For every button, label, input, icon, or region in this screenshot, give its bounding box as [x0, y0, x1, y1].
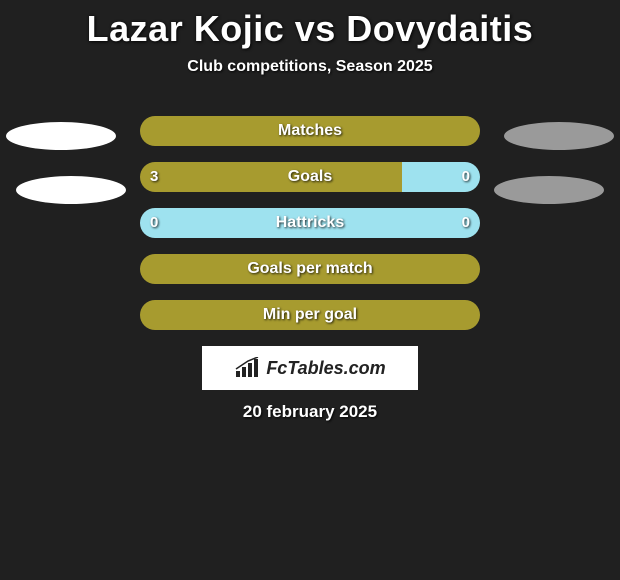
bar-track	[140, 300, 480, 330]
page-title: Lazar Kojic vs Dovydaitis	[0, 0, 620, 50]
bar-track	[140, 162, 480, 192]
stat-value-left: 0	[150, 208, 158, 238]
player-right-ellipse-2	[494, 176, 604, 204]
bar-track	[140, 208, 480, 238]
bar-left	[140, 254, 480, 284]
brand-logo: FcTables.com	[202, 346, 418, 390]
bar-left	[140, 162, 402, 192]
bar-left	[140, 300, 480, 330]
bar-left	[140, 208, 310, 238]
player-right-ellipse-1	[504, 122, 614, 150]
page-subtitle: Club competitions, Season 2025	[0, 50, 620, 76]
player-left-ellipse-1	[6, 122, 116, 150]
bar-left	[140, 116, 480, 146]
comparison-chart: Matches 3 0 Goals 0 0 Hattricks Goals pe…	[0, 116, 620, 330]
bar-track	[140, 254, 480, 284]
bar-track	[140, 116, 480, 146]
stat-value-left: 3	[150, 162, 158, 192]
stat-row-min-per-goal: Min per goal	[0, 300, 620, 330]
stat-row-goals-per-match: Goals per match	[0, 254, 620, 284]
date-text: 20 february 2025	[0, 402, 620, 422]
chart-icon	[234, 357, 260, 379]
bar-right	[310, 208, 480, 238]
stat-value-right: 0	[462, 208, 470, 238]
brand-name: FcTables.com	[266, 358, 385, 379]
player-left-ellipse-2	[16, 176, 126, 204]
stat-row-hattricks: 0 0 Hattricks	[0, 208, 620, 238]
stat-value-right: 0	[462, 162, 470, 192]
